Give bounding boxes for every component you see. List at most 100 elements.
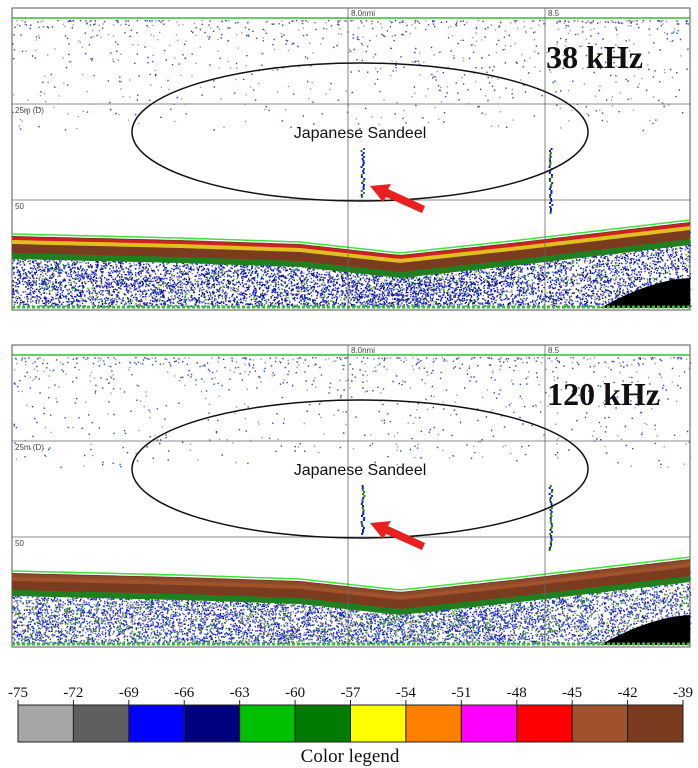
fish-school xyxy=(549,519,552,521)
fish-school xyxy=(548,150,551,152)
fish-school xyxy=(362,152,365,154)
fish-school xyxy=(550,200,553,202)
fish-school xyxy=(363,495,366,497)
highlight-ellipse xyxy=(131,399,589,539)
fish-school xyxy=(361,507,364,509)
legend-swatch xyxy=(516,704,573,743)
fish-school xyxy=(360,174,363,176)
fish-school xyxy=(548,180,551,182)
fish-school xyxy=(362,168,365,170)
fish-school xyxy=(360,176,363,178)
echo-noise xyxy=(12,568,692,645)
fish-school xyxy=(360,196,363,198)
arrow xyxy=(370,184,425,213)
fish-school xyxy=(550,539,553,541)
fish-school xyxy=(550,531,553,533)
fish-school xyxy=(548,172,551,174)
fish-school xyxy=(361,501,364,503)
fish-school xyxy=(549,152,552,154)
fish-school xyxy=(361,182,364,184)
legend-swatch xyxy=(128,704,185,743)
legend-tick-label: -42 xyxy=(618,685,638,701)
fish-school xyxy=(360,521,363,523)
depth-label: 50 xyxy=(15,202,24,211)
fish-school xyxy=(362,509,365,511)
fish-school xyxy=(361,158,364,160)
fish-school xyxy=(550,176,553,178)
fish-school xyxy=(362,162,365,164)
fish-school xyxy=(548,196,551,198)
fish-school xyxy=(549,198,552,200)
seabed-band xyxy=(12,223,690,261)
fish-school xyxy=(548,166,551,168)
fish-school xyxy=(550,515,553,517)
legend-swatch xyxy=(239,704,296,743)
fish-school xyxy=(361,487,364,489)
fish-school xyxy=(362,519,365,521)
fish-school xyxy=(549,499,552,501)
fish-school xyxy=(362,497,365,499)
fish-school xyxy=(550,511,553,513)
fish-school xyxy=(550,174,553,176)
legend-swatch xyxy=(17,704,74,743)
fish-school xyxy=(550,148,553,150)
fish-school xyxy=(550,192,553,194)
arrow xyxy=(370,521,425,550)
fish-school xyxy=(549,160,552,162)
fish-school xyxy=(360,523,363,525)
fish-school xyxy=(363,491,366,493)
fish-school xyxy=(362,180,365,182)
seabed-band xyxy=(12,563,690,600)
fish-school xyxy=(550,184,553,186)
fish-school xyxy=(549,497,552,499)
fish-school xyxy=(549,485,552,487)
fish-school xyxy=(549,164,552,166)
annotation: Japanese Sandeel xyxy=(294,462,427,479)
fish-school xyxy=(548,158,551,160)
fish-school xyxy=(360,194,363,196)
fish-school xyxy=(550,535,553,537)
echo-noise xyxy=(12,231,692,308)
fish-school xyxy=(550,523,553,525)
fish-school xyxy=(362,513,365,515)
fish-school xyxy=(362,529,365,531)
fish-school xyxy=(549,212,552,214)
depth-label: 25m (D) xyxy=(15,443,44,452)
fish-school xyxy=(549,521,552,523)
fish-school xyxy=(360,150,363,152)
fish-school xyxy=(549,156,552,158)
legend-tick-label: -48 xyxy=(507,685,527,701)
seabed-band xyxy=(12,560,690,598)
fish-school xyxy=(549,517,552,519)
fish-school xyxy=(361,499,364,501)
legend-swatch xyxy=(294,704,352,743)
legend-tick-label: -57 xyxy=(341,685,361,701)
fish-school xyxy=(362,186,365,188)
frequency-label: 38 kHz xyxy=(546,39,643,75)
echo-noise xyxy=(12,232,692,308)
fish-school xyxy=(362,192,365,194)
legend-tick-label: -39 xyxy=(673,685,693,701)
fish-school xyxy=(549,547,552,549)
fish-school xyxy=(361,489,364,491)
legend-title: Color legend xyxy=(301,746,400,767)
echogram-panel: 8.0nmi 8.5 25m (D) 50 120 kHz Japanese Sandee… xyxy=(11,344,692,648)
fish-school xyxy=(549,513,552,515)
fish-school xyxy=(362,184,365,186)
legend-swatch xyxy=(460,704,518,743)
fish-school xyxy=(360,166,363,168)
fish-school xyxy=(549,162,552,164)
fish-school xyxy=(361,525,364,527)
bottom-shadow xyxy=(600,278,690,308)
seabed-band xyxy=(12,239,690,278)
fish-school xyxy=(549,541,552,543)
fish-school xyxy=(362,160,365,162)
legend-swatch xyxy=(350,704,407,743)
legend-tick-label: -72 xyxy=(63,685,83,701)
fish-school xyxy=(549,178,552,180)
highlight-ellipse xyxy=(131,62,589,202)
fish-school xyxy=(361,531,364,533)
fish-school xyxy=(363,178,366,180)
fish-school xyxy=(549,194,552,196)
fish-school xyxy=(549,529,552,531)
